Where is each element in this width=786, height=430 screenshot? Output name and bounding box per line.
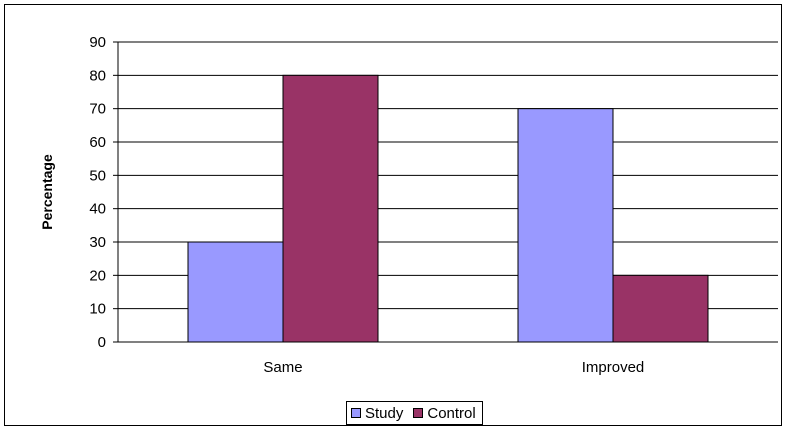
x-category-label: Same [263, 359, 302, 376]
bar-study-same [187, 241, 284, 343]
y-tick-label: 40 [89, 201, 106, 218]
bar-control-same [282, 74, 379, 343]
y-tick-label: 50 [89, 167, 106, 184]
y-tick-labels: 0 10 20 30 40 50 60 70 80 90 [89, 34, 118, 351]
legend-item-control: Control [413, 404, 476, 422]
legend-label-control: Control [427, 404, 476, 422]
bar-study-improved [517, 108, 614, 343]
legend-item-study: Study [351, 406, 403, 421]
bar-control-improved [612, 274, 709, 343]
chart-frame [4, 4, 782, 426]
y-axis-title: Percentage [39, 154, 55, 230]
y-tick-label: 20 [89, 267, 106, 284]
y-tick-label: 90 [89, 34, 106, 51]
y-tick-label: 0 [98, 334, 106, 351]
y-tick-label: 70 [89, 101, 106, 118]
legend-label-study: Study [365, 404, 404, 422]
legend-swatch-study [351, 408, 361, 418]
legend: Study Control [346, 401, 483, 425]
legend-swatch-control [413, 408, 424, 418]
x-category-labels: Same Improved [263, 359, 644, 376]
y-tick-label: 60 [89, 134, 106, 151]
bars [187, 74, 709, 343]
y-tick-label: 80 [89, 67, 106, 84]
axes [117, 42, 778, 343]
y-tick-label: 30 [89, 234, 106, 251]
y-tick-label: 10 [89, 301, 106, 318]
x-category-label: Improved [582, 359, 645, 376]
